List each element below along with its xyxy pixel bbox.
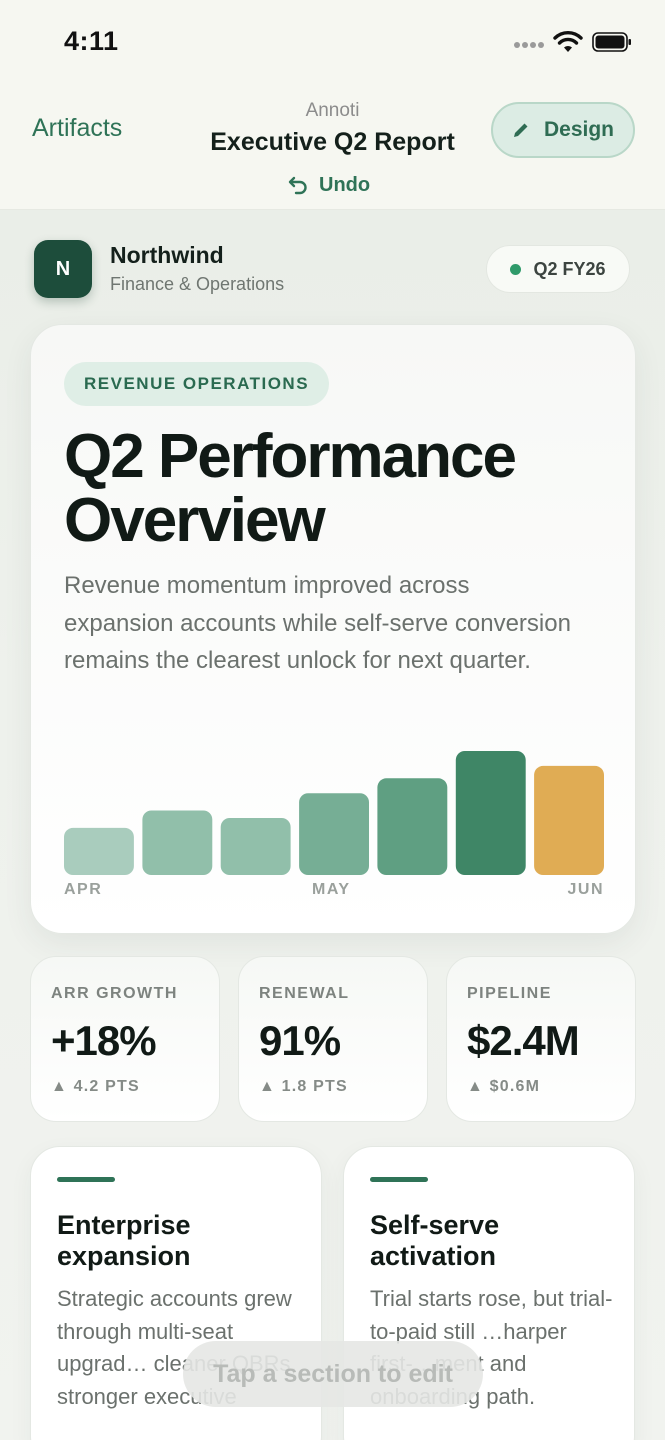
kpi-label: RENEWAL — [259, 985, 350, 1002]
chart-x-axis: APR MAY JUN — [64, 881, 604, 903]
company-department: Finance & Operations — [110, 274, 285, 294]
kpi-card-pipeline[interactable]: PIPELINE $2.4M ▲ $0.6M — [446, 956, 636, 1122]
undo-button[interactable]: Undo — [287, 172, 370, 198]
undo-icon — [288, 176, 307, 195]
status-dot-icon — [510, 263, 522, 275]
revenue-bar-chart — [64, 751, 604, 875]
x-tick-label: JUN — [567, 881, 604, 898]
kpi-value: 91% — [259, 1017, 341, 1064]
topic-accent-bar — [57, 1177, 115, 1182]
cellular-signal-icon — [514, 42, 546, 50]
kpi-row: ARR GROWTH +18% ▲ 4.2 PTS RENEWAL 91% ▲ … — [30, 956, 636, 1122]
chart-bar — [534, 765, 604, 875]
x-tick-label: APR — [64, 881, 103, 898]
battery-icon — [592, 32, 631, 52]
chart-bar — [64, 827, 134, 875]
period-label: Q2 FY26 — [533, 258, 606, 279]
kpi-delta: ▲ 1.8 PTS — [259, 1078, 348, 1095]
company-name: Northwind — [110, 242, 224, 268]
wifi-icon — [553, 31, 583, 52]
kpi-label: ARR GROWTH — [51, 985, 178, 1002]
hero-title: Q2 Performance Overview — [64, 422, 517, 555]
kpi-card-arr-growth[interactable]: ARR GROWTH +18% ▲ 4.2 PTS — [30, 956, 220, 1122]
design-button[interactable]: Design — [491, 102, 635, 158]
edit-hint-toast: Tap a section to edit — [183, 1341, 483, 1407]
document-title: Executive Q2 Report — [210, 128, 455, 156]
brand-header[interactable]: N Northwind Finance & Operations Q2 FY26 — [0, 210, 665, 320]
report-canvas[interactable]: N Northwind Finance & Operations Q2 FY26… — [0, 210, 665, 1440]
topic-title: Self-serve activation — [370, 1210, 500, 1271]
undo-label: Undo — [319, 173, 371, 196]
kpi-delta: ▲ 4.2 PTS — [51, 1078, 140, 1095]
kpi-value: +18% — [51, 1017, 157, 1064]
kpi-card-renewal[interactable]: RENEWAL 91% ▲ 1.8 PTS — [238, 956, 428, 1122]
kpi-value: $2.4M — [467, 1017, 580, 1064]
kpi-label: PIPELINE — [467, 985, 552, 1002]
x-tick-label: MAY — [312, 881, 351, 898]
hero-description: Revenue momentum improved across expansi… — [64, 572, 571, 674]
period-badge: Q2 FY26 — [486, 245, 630, 293]
design-label: Design — [543, 118, 614, 141]
status-bar: 4:11 — [0, 0, 665, 84]
chart-bar — [142, 810, 213, 875]
hero-section[interactable]: REVENUE OPERATIONS Q2 Performance Overvi… — [30, 324, 636, 934]
status-time: 4:11 — [64, 26, 119, 56]
pencil-icon — [513, 123, 528, 137]
chart-bar — [299, 793, 369, 875]
company-avatar: N — [34, 240, 92, 298]
chart-bar — [455, 751, 526, 875]
chart-bar — [377, 778, 448, 875]
kpi-delta: ▲ $0.6M — [467, 1078, 541, 1095]
topic-accent-bar — [370, 1177, 428, 1182]
back-to-artifacts-button[interactable]: Artifacts — [32, 114, 123, 142]
section-eyebrow: REVENUE OPERATIONS — [64, 362, 330, 406]
navigation-bar: Artifacts Annoti Executive Q2 Report Und… — [0, 84, 665, 210]
chart-bar — [220, 818, 291, 875]
topic-title: Enterprise expansion — [57, 1210, 191, 1271]
app-name: Annoti — [305, 100, 360, 121]
